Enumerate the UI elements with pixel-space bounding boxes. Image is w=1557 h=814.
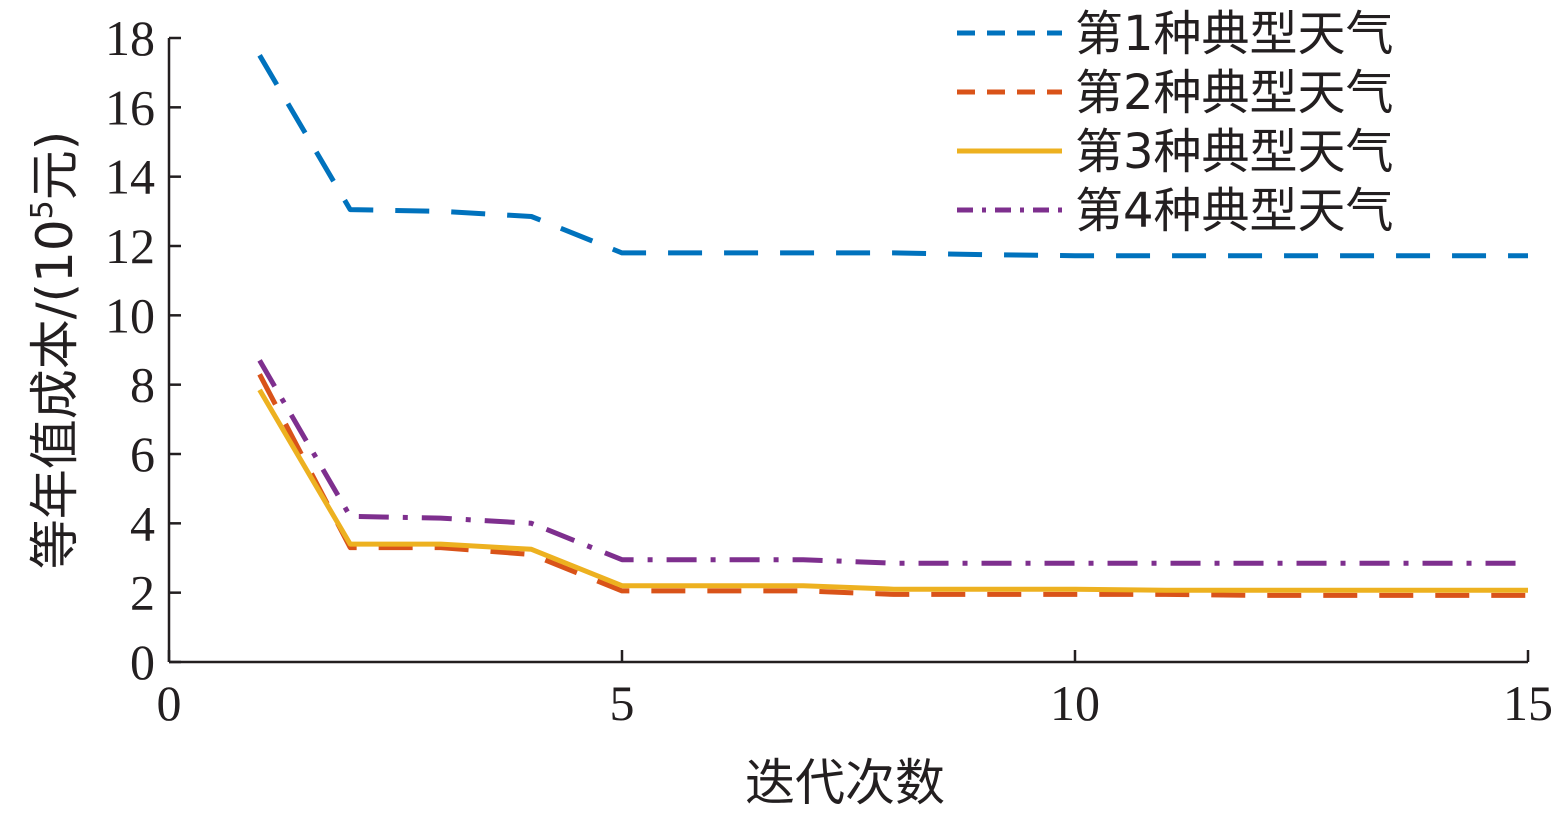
y-axis-title: 等年值成本/(105元) bbox=[25, 131, 84, 570]
legend-label: 第2种典型天气 bbox=[1075, 65, 1394, 121]
y-tick-label: 6 bbox=[130, 426, 155, 482]
x-tick-label: 10 bbox=[1050, 675, 1100, 731]
y-tick-label: 10 bbox=[105, 287, 155, 343]
y-tick-label: 16 bbox=[105, 79, 155, 135]
y-tick-label: 2 bbox=[130, 565, 155, 621]
series-lines bbox=[257, 54, 1528, 598]
x-tick-label: 5 bbox=[610, 675, 635, 731]
series-line-2 bbox=[257, 373, 1528, 598]
y-tick-label: 4 bbox=[130, 495, 155, 551]
y-tick-label: 8 bbox=[130, 357, 155, 413]
series-line-3 bbox=[257, 388, 1528, 593]
legend-item: 第2种典型天气 bbox=[957, 65, 1394, 121]
x-tick-label: 15 bbox=[1503, 675, 1553, 731]
legend-item: 第1种典型天气 bbox=[957, 6, 1394, 62]
y-tick-label: 12 bbox=[105, 218, 155, 274]
y-tick-label: 0 bbox=[130, 634, 155, 690]
legend-label: 第1种典型天气 bbox=[1075, 6, 1394, 62]
y-tick-label: 18 bbox=[105, 10, 155, 66]
legend-item: 第4种典型天气 bbox=[957, 183, 1394, 239]
legend-item: 第3种典型天气 bbox=[957, 124, 1394, 180]
axes bbox=[167, 38, 1528, 664]
y-axis-title-main: 等年值成本/(10 bbox=[26, 219, 84, 569]
series-line-1 bbox=[257, 54, 1528, 259]
x-axis-title: 迭代次数 bbox=[745, 754, 945, 812]
y-axis-title-superscript: 5 bbox=[25, 200, 60, 219]
x-tick-label: 0 bbox=[157, 675, 182, 731]
y-tick-label: 14 bbox=[105, 149, 155, 205]
series-line-4 bbox=[257, 359, 1528, 566]
legend-label: 第4种典型天气 bbox=[1075, 183, 1394, 239]
y-axis-title-end: 元) bbox=[26, 131, 84, 201]
legend-label: 第3种典型天气 bbox=[1075, 124, 1394, 180]
